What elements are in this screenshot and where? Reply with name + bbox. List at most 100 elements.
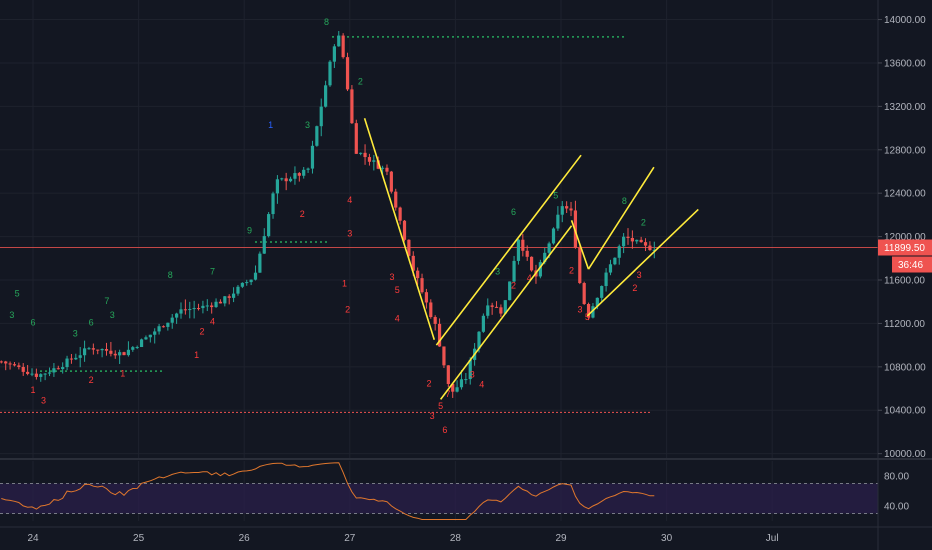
trend-lines bbox=[363, 118, 699, 400]
td-count-label: 5 bbox=[15, 288, 20, 298]
candle-body bbox=[8, 363, 12, 365]
time-tick-label: Jul bbox=[766, 533, 779, 544]
candle-body bbox=[293, 173, 297, 179]
candle-body bbox=[617, 246, 621, 258]
td-count-label: 2 bbox=[569, 265, 574, 275]
price-axis[interactable]: 14000.00 13600.00 13200.00 12800.00 12400.00… bbox=[877, 0, 926, 550]
candle-body bbox=[56, 368, 60, 370]
candle-body bbox=[503, 300, 507, 314]
candle-body bbox=[459, 379, 464, 388]
td-count-label: 4 bbox=[527, 273, 532, 283]
candle-body bbox=[600, 286, 604, 298]
candle-body bbox=[402, 220, 407, 240]
candle-body bbox=[446, 365, 450, 384]
td-count-label: 5 bbox=[585, 312, 590, 322]
candle-body bbox=[153, 331, 157, 335]
td-count-label: 2 bbox=[641, 218, 646, 228]
trend-line[interactable] bbox=[363, 118, 436, 340]
candle-body bbox=[359, 152, 363, 154]
candle-body bbox=[104, 349, 109, 351]
candle-body bbox=[328, 61, 332, 86]
td-count-label: 8 bbox=[168, 270, 173, 280]
candle-body bbox=[21, 366, 25, 372]
candle-body bbox=[411, 255, 415, 271]
candle-body bbox=[218, 301, 223, 304]
trend-line[interactable] bbox=[435, 154, 582, 346]
td-count-label: 7 bbox=[210, 267, 215, 277]
grid-lines bbox=[0, 0, 932, 521]
candle-body bbox=[227, 296, 231, 298]
candle-body bbox=[192, 308, 196, 310]
candle-body bbox=[91, 348, 95, 350]
rsi-tick-label: 80.00 bbox=[884, 472, 909, 483]
td-count-label: 1 bbox=[342, 279, 347, 289]
candle-body bbox=[363, 152, 367, 158]
candle-body bbox=[205, 305, 209, 307]
candle-body bbox=[74, 357, 78, 360]
candle-body bbox=[196, 308, 201, 310]
td-count-label: 3 bbox=[305, 120, 310, 130]
candle-body bbox=[161, 326, 166, 328]
td-count-label: 6 bbox=[442, 425, 447, 435]
td-count-label: 4 bbox=[347, 195, 352, 205]
candle-body bbox=[521, 239, 525, 251]
candle-body bbox=[288, 178, 293, 182]
candle-body bbox=[297, 173, 301, 176]
trend-line[interactable] bbox=[586, 208, 699, 317]
candle-body bbox=[455, 387, 459, 392]
candle-body bbox=[630, 237, 634, 242]
candle-body bbox=[652, 249, 656, 251]
time-axis[interactable]: 24 25 26 27 28 29 30 Jul bbox=[0, 526, 932, 544]
candle-body bbox=[420, 278, 424, 293]
td-count-label: 6 bbox=[511, 207, 516, 217]
price-tick-label: 11200.00 bbox=[884, 319, 925, 330]
candle-body bbox=[214, 301, 218, 308]
td-count-label: 3 bbox=[637, 270, 642, 280]
candle-body bbox=[486, 305, 490, 316]
candle-body bbox=[582, 283, 586, 305]
candle-body bbox=[337, 35, 341, 47]
candle-body bbox=[126, 349, 131, 356]
candle-body bbox=[201, 305, 205, 309]
candle-body bbox=[385, 167, 389, 172]
td-count-label: 1 bbox=[120, 369, 125, 379]
td-count-label: 2 bbox=[300, 209, 305, 219]
td-count-label: 3 bbox=[110, 310, 115, 320]
candle-body bbox=[139, 339, 144, 348]
td-count-label: 3 bbox=[9, 310, 14, 320]
candle-body bbox=[648, 245, 652, 251]
candle-body bbox=[109, 350, 113, 354]
candle-body bbox=[240, 282, 244, 287]
td-count-label: 3 bbox=[495, 267, 500, 277]
price-tick-label: 12800.00 bbox=[884, 145, 926, 156]
candle-body bbox=[543, 252, 547, 263]
candle-body bbox=[525, 250, 529, 257]
candle-body bbox=[253, 272, 258, 280]
candle-body bbox=[490, 305, 494, 307]
td-count-label: 2 bbox=[345, 305, 350, 315]
price-tick-label: 10800.00 bbox=[884, 362, 926, 373]
trend-line[interactable] bbox=[439, 225, 573, 400]
candle-body bbox=[223, 296, 227, 304]
td-count-label: 2 bbox=[426, 378, 431, 388]
td-count-label: 5 bbox=[553, 191, 558, 201]
td-count-label: 3 bbox=[578, 305, 583, 315]
level-lines bbox=[0, 36, 878, 413]
rsi-line bbox=[1, 462, 655, 520]
candle-body bbox=[12, 364, 17, 366]
trend-line[interactable] bbox=[587, 166, 655, 270]
candle-body bbox=[437, 323, 442, 347]
candle-body bbox=[175, 313, 179, 318]
price-tick-label: 10400.00 bbox=[884, 406, 926, 417]
candle-body bbox=[280, 178, 284, 180]
candle-body bbox=[236, 286, 240, 294]
candle-body bbox=[442, 346, 446, 366]
candle-body bbox=[47, 372, 52, 374]
candle-body bbox=[551, 228, 556, 244]
trend-line[interactable] bbox=[570, 220, 590, 270]
candle-body bbox=[332, 46, 336, 62]
candle-body bbox=[604, 272, 608, 287]
candle-body bbox=[39, 374, 43, 377]
